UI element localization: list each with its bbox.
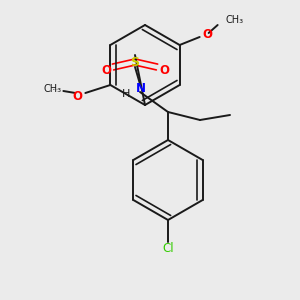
Text: O: O: [202, 28, 213, 40]
Text: O: O: [72, 89, 82, 103]
Text: H: H: [122, 89, 130, 99]
Text: O: O: [101, 64, 111, 77]
Text: CH₃: CH₃: [43, 84, 62, 94]
Text: CH₃: CH₃: [226, 15, 244, 25]
Text: N: N: [136, 82, 146, 95]
Text: S: S: [130, 56, 140, 68]
Text: Cl: Cl: [162, 242, 174, 254]
Text: O: O: [159, 64, 169, 77]
Text: methoxy: methoxy: [53, 89, 60, 90]
